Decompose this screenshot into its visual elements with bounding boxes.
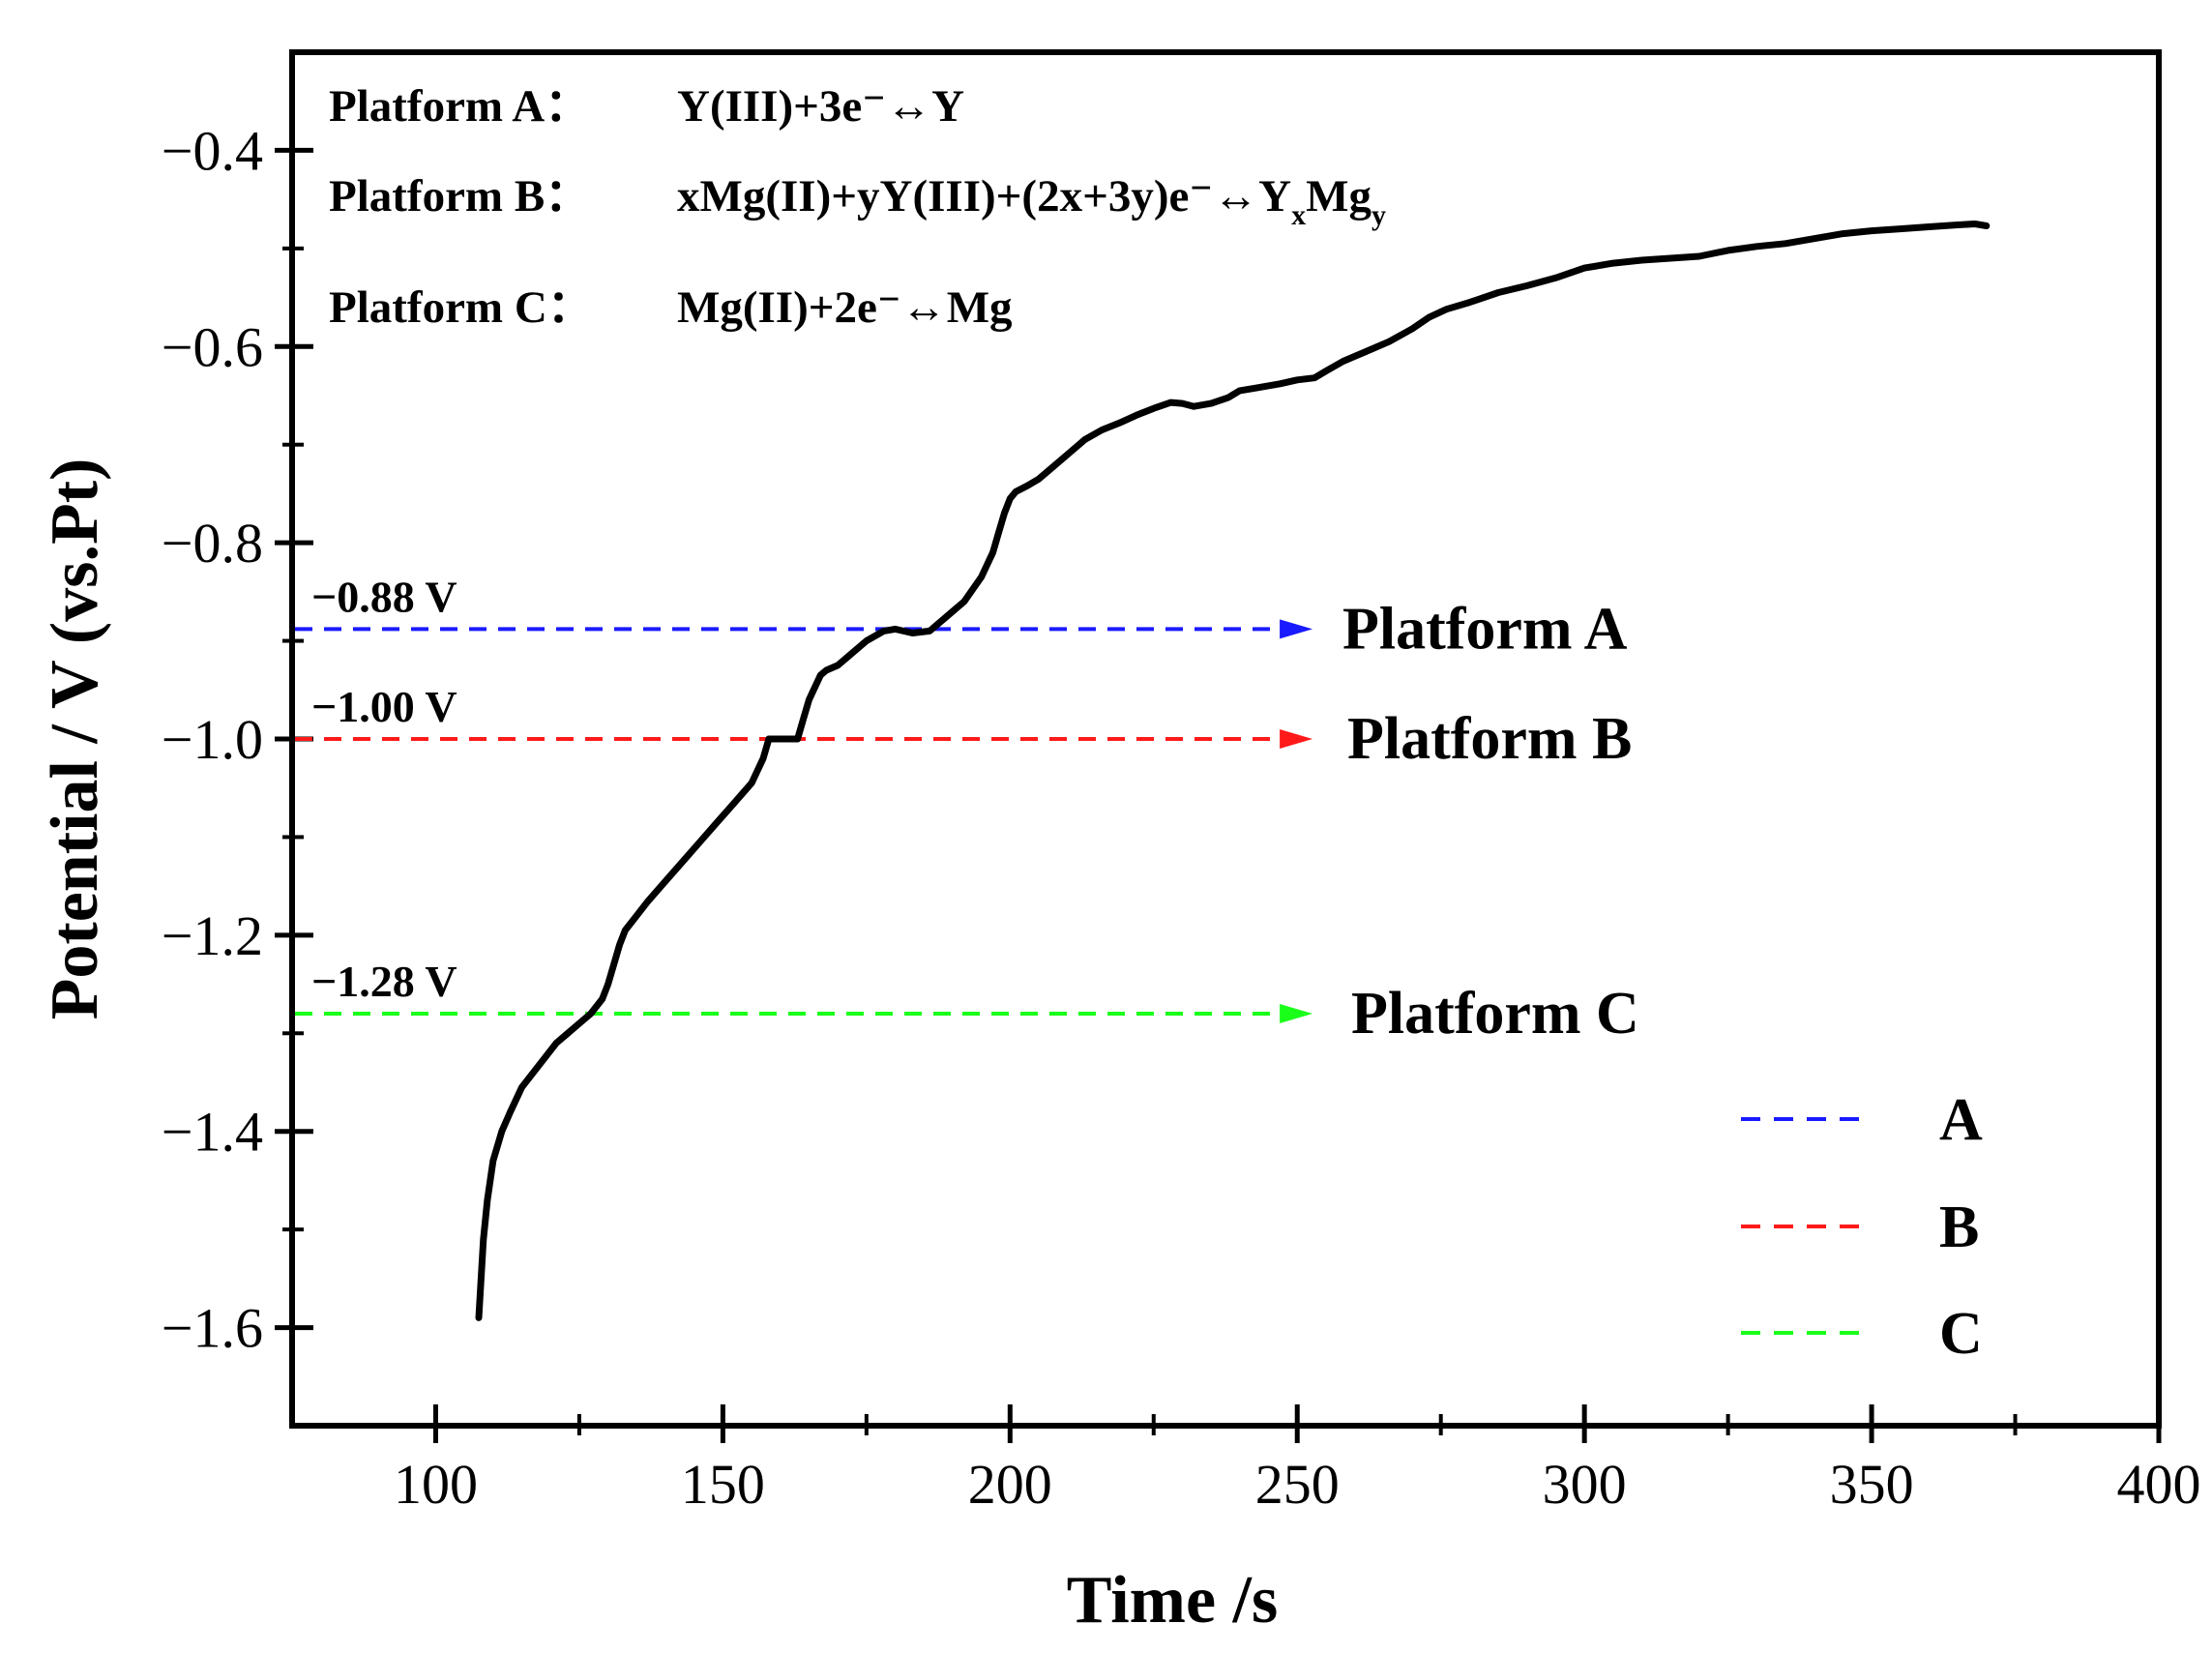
ref-arrow-a — [1280, 619, 1313, 639]
equation-annotations: Platform A： Y(III)+3e⁻↔Y Platform B： xMg… — [329, 81, 1386, 333]
x-tick-label: 250 — [1255, 1453, 1340, 1516]
annotation-b-equation-main: xMg(II)+yY(III)+(2x+3y)e⁻↔Y — [677, 171, 1291, 221]
series-lines — [475, 221, 1991, 1321]
ref-value-label-a: −0.88 V — [311, 572, 457, 621]
legend-label-a: A — [1939, 1087, 1983, 1153]
platform-label-b: Platform B — [1347, 706, 1632, 772]
ref-value-label-c: −1.28 V — [311, 957, 457, 1006]
x-tick-label: 400 — [2117, 1453, 2201, 1516]
series-line-0 — [475, 221, 1991, 1321]
ref-value-label-b: −1.00 V — [311, 682, 457, 731]
x-axis-title: Time /s — [1067, 1563, 1278, 1638]
x-tick-label: 300 — [1543, 1453, 1627, 1516]
x-tick-label: 100 — [394, 1453, 478, 1516]
platform-label-c: Platform C — [1351, 981, 1639, 1047]
legend-label-c: C — [1939, 1301, 1983, 1367]
annotation-b-label: Platform B： — [329, 171, 590, 221]
annotation-b-equation: xMg(II)+yY(III)+(2x+3y)e⁻↔YxMgy — [677, 171, 1386, 231]
x-tick-label: 200 — [968, 1453, 1052, 1516]
ref-arrow-c — [1280, 1004, 1313, 1023]
annotation-a-label: Platform A： — [329, 81, 590, 132]
annotation-a-equation: Y(III)+3e⁻↔Y — [677, 81, 964, 132]
y-tick-label: −0.8 — [162, 512, 263, 575]
y-tick-label: −1.2 — [162, 904, 263, 967]
y-tick-label: −0.4 — [162, 119, 263, 182]
ref-arrow-b — [1280, 729, 1313, 749]
y-axis-title: Potential / V (vs.Pt) — [38, 458, 112, 1020]
annotation-c-label: Platform C： — [329, 282, 593, 333]
annotation-b-sub-x: x — [1291, 199, 1306, 231]
y-tick-label: −0.6 — [162, 315, 263, 378]
x-tick-label: 150 — [681, 1453, 765, 1516]
legend: A B C — [1741, 1087, 1983, 1367]
tick-labels: 100 150 200 250 300 350 400 −0.4 −0.6 −0.8 −1.0 −1.… — [162, 119, 2201, 1516]
y-tick-label: −1.0 — [162, 708, 263, 771]
annotation-c-equation: Mg(II)+2e⁻↔Mg — [677, 282, 1013, 333]
y-tick-label: −1.4 — [162, 1101, 263, 1164]
x-tick-label: 350 — [1830, 1453, 1914, 1516]
y-tick-label: −1.6 — [162, 1297, 263, 1360]
annotation-b-sub-y: y — [1371, 199, 1386, 231]
platform-label-a: Platform A — [1342, 596, 1628, 662]
plot-frame — [289, 49, 2162, 1429]
annotation-b-mg: Mg — [1306, 171, 1371, 221]
legend-label-b: B — [1939, 1195, 1979, 1260]
